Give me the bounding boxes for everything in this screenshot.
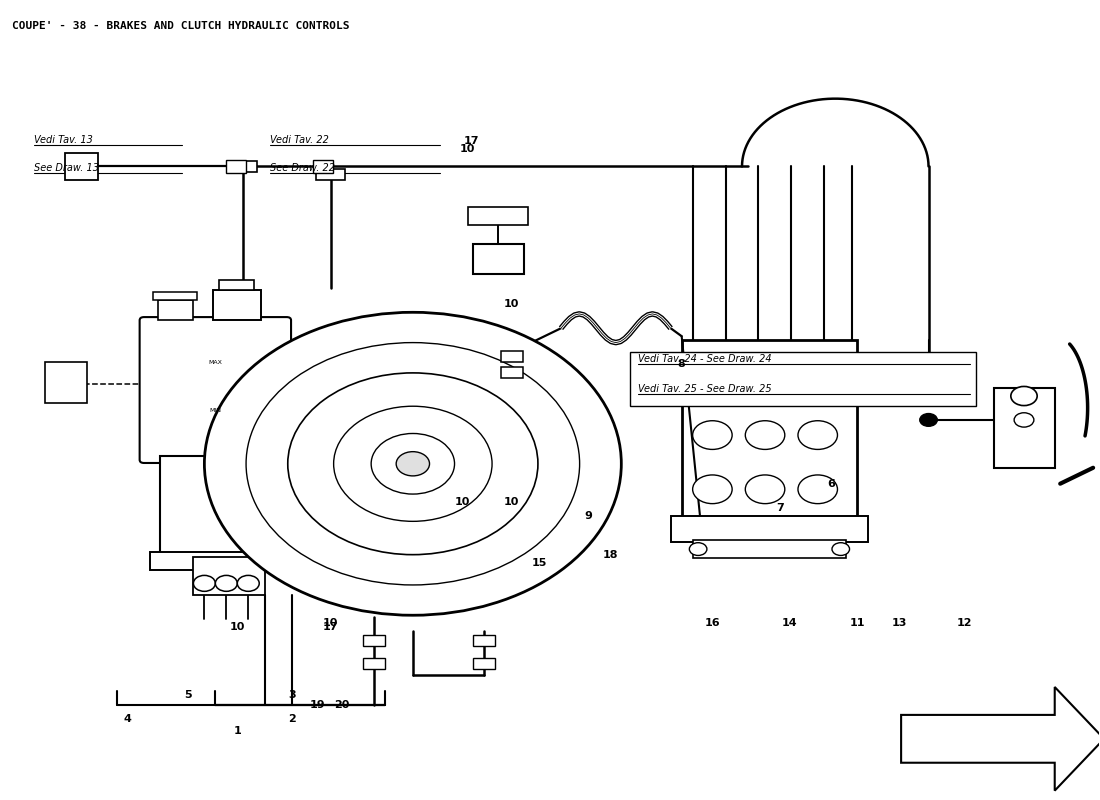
Circle shape xyxy=(746,475,784,504)
Text: 8: 8 xyxy=(678,359,685,369)
Text: eurospares: eurospares xyxy=(638,363,901,405)
Text: 18: 18 xyxy=(603,550,618,561)
Circle shape xyxy=(216,575,238,591)
Circle shape xyxy=(238,575,260,591)
Circle shape xyxy=(798,475,837,504)
Text: Vedi Tav. 25 - See Draw. 25: Vedi Tav. 25 - See Draw. 25 xyxy=(638,384,771,394)
Text: 10: 10 xyxy=(460,144,475,154)
Text: 19: 19 xyxy=(309,699,326,710)
Circle shape xyxy=(246,342,580,585)
Bar xyxy=(212,290,261,320)
Bar xyxy=(693,540,846,558)
Circle shape xyxy=(333,406,492,522)
Bar xyxy=(154,292,197,300)
Bar xyxy=(994,388,1055,468)
Bar xyxy=(630,352,976,406)
Circle shape xyxy=(693,366,733,395)
Bar xyxy=(671,516,868,542)
Text: MIN: MIN xyxy=(209,408,221,413)
Circle shape xyxy=(288,373,538,554)
Text: 11: 11 xyxy=(849,618,865,628)
Text: 17: 17 xyxy=(463,136,478,146)
Text: eurospares: eurospares xyxy=(166,363,429,405)
Bar xyxy=(227,160,246,173)
Bar xyxy=(363,658,385,669)
Bar xyxy=(682,340,857,519)
Text: 10: 10 xyxy=(230,622,245,632)
Text: 14: 14 xyxy=(781,618,798,628)
Circle shape xyxy=(194,575,216,591)
Text: 7: 7 xyxy=(777,502,784,513)
Circle shape xyxy=(920,414,937,426)
Text: 6: 6 xyxy=(827,478,835,489)
Text: 5: 5 xyxy=(184,690,191,700)
Bar xyxy=(229,161,257,172)
Text: 15: 15 xyxy=(531,558,547,569)
Bar xyxy=(314,160,332,173)
Circle shape xyxy=(798,366,837,395)
Circle shape xyxy=(690,542,707,555)
Text: 3: 3 xyxy=(288,690,296,700)
Circle shape xyxy=(798,421,837,450)
Text: COUPE' - 38 - BRAKES AND CLUTCH HYDRAULIC CONTROLS: COUPE' - 38 - BRAKES AND CLUTCH HYDRAULI… xyxy=(12,22,350,31)
Circle shape xyxy=(746,421,784,450)
Text: 4: 4 xyxy=(123,714,132,724)
Text: See Draw. 13: See Draw. 13 xyxy=(34,162,99,173)
Text: 12: 12 xyxy=(957,618,972,628)
Bar xyxy=(317,169,344,180)
Bar xyxy=(473,658,495,669)
Bar xyxy=(65,153,98,180)
Text: Vedi Tav. 13: Vedi Tav. 13 xyxy=(34,135,94,145)
Text: See Draw. 22: See Draw. 22 xyxy=(271,162,336,173)
Text: 16: 16 xyxy=(705,618,720,628)
Bar xyxy=(500,350,522,362)
Text: 17: 17 xyxy=(322,622,339,632)
Text: 10: 10 xyxy=(504,497,519,507)
Bar xyxy=(473,244,524,274)
Text: Vedi Tav. 22: Vedi Tav. 22 xyxy=(271,135,329,145)
Polygon shape xyxy=(901,687,1100,790)
Bar xyxy=(158,300,192,320)
Text: 1: 1 xyxy=(233,726,241,736)
Text: 13: 13 xyxy=(891,618,906,628)
Circle shape xyxy=(205,312,621,615)
Circle shape xyxy=(693,421,733,450)
Bar xyxy=(150,552,287,570)
Text: MAX: MAX xyxy=(208,360,222,365)
Text: 10: 10 xyxy=(323,618,338,628)
Bar xyxy=(45,362,87,403)
Circle shape xyxy=(396,452,429,476)
Bar xyxy=(363,635,385,646)
Circle shape xyxy=(746,366,784,395)
Circle shape xyxy=(1011,386,1037,406)
Circle shape xyxy=(693,475,733,504)
Text: 10: 10 xyxy=(454,497,470,507)
Bar xyxy=(468,207,528,225)
Bar xyxy=(194,557,265,595)
Bar xyxy=(219,280,254,290)
Circle shape xyxy=(1014,413,1034,427)
Circle shape xyxy=(832,542,849,555)
Text: Vedi Tav. 24 - See Draw. 24: Vedi Tav. 24 - See Draw. 24 xyxy=(638,354,771,364)
FancyBboxPatch shape xyxy=(140,317,292,463)
Text: 2: 2 xyxy=(288,714,296,724)
Text: 9: 9 xyxy=(584,510,592,521)
Circle shape xyxy=(371,434,454,494)
Text: 10: 10 xyxy=(504,299,519,310)
Bar xyxy=(473,635,495,646)
Bar xyxy=(161,456,276,555)
Bar xyxy=(500,366,522,378)
Text: 20: 20 xyxy=(333,699,349,710)
